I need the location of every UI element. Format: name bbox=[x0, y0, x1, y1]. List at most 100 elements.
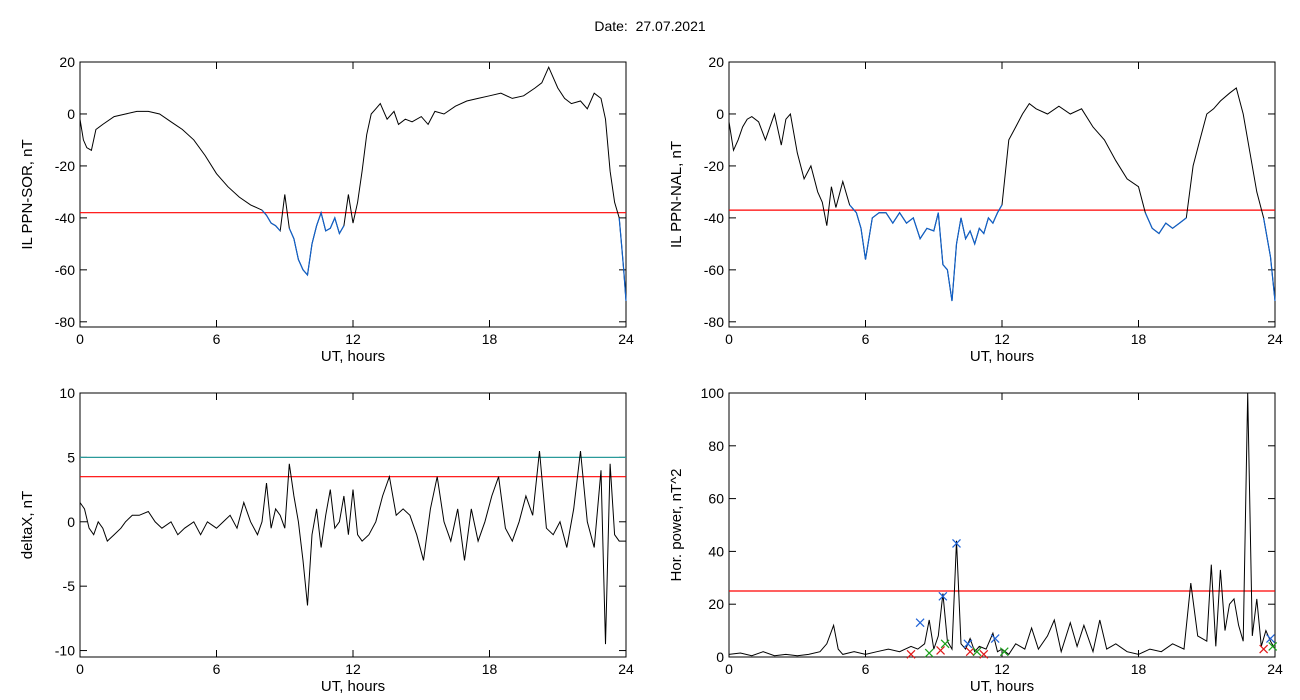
plot-frame bbox=[79, 61, 627, 328]
x-tick-label: 24 bbox=[1267, 331, 1283, 347]
peak-marker bbox=[940, 639, 950, 649]
y-tick-label: -5 bbox=[63, 578, 76, 594]
chart-nal: 0 6 12 18 24 20 0 -20 -40 -60 -80 UT, hours IL PPN-N… bbox=[668, 54, 1283, 365]
series-below-threshold bbox=[261, 209, 281, 232]
x-tick-label: 24 bbox=[618, 331, 634, 347]
x-tick-label: 18 bbox=[482, 661, 498, 677]
y-tick-label: 100 bbox=[701, 385, 725, 401]
x-axis-label: UT, hours bbox=[321, 678, 385, 695]
y-axis-label: IL PPN-SOR, nT bbox=[19, 139, 36, 249]
chart-power: 0 6 12 18 24 100 80 60 40 20 0 UT, hours Hor. power,… bbox=[668, 385, 1283, 695]
y-tick-label: -20 bbox=[55, 158, 75, 174]
x-tick-label: 0 bbox=[725, 661, 733, 677]
y-axis-label: deltaX, nT bbox=[19, 491, 36, 559]
peak-marker-stroke bbox=[990, 634, 1000, 643]
series-line bbox=[728, 87, 1276, 302]
y-tick-label: 0 bbox=[67, 106, 75, 122]
y-tick-label: 20 bbox=[708, 596, 724, 612]
series-below-threshold bbox=[1263, 217, 1276, 302]
peak-marker bbox=[990, 634, 1000, 643]
peak-marker bbox=[1268, 642, 1278, 651]
series-line bbox=[79, 450, 626, 645]
series-below-threshold bbox=[1144, 212, 1187, 235]
y-tick-label: 20 bbox=[59, 54, 75, 70]
peak-marker bbox=[999, 647, 1009, 657]
peak-marker-stroke bbox=[915, 618, 925, 628]
y-tick-label: 5 bbox=[67, 449, 75, 465]
y-tick-label: 0 bbox=[716, 649, 724, 665]
y-tick-label: -80 bbox=[55, 314, 75, 330]
y-axis-label: Hor. power, nT^2 bbox=[668, 469, 685, 582]
page-title: Date: 27.07.2021 bbox=[594, 18, 706, 34]
peak-marker-stroke bbox=[979, 649, 989, 659]
peak-marker bbox=[1259, 644, 1269, 654]
peak-marker-stroke bbox=[972, 647, 982, 657]
chart-deltax: 0 6 12 18 24 10 5 0 -5 -10 UT, hours deltaX, nT bbox=[19, 385, 634, 695]
peak-marker-stroke bbox=[936, 645, 945, 655]
x-tick-label: 6 bbox=[213, 331, 221, 347]
peak-marker bbox=[963, 639, 973, 649]
y-tick-label: -60 bbox=[704, 262, 724, 278]
series-line bbox=[79, 65, 627, 302]
x-tick-label: 18 bbox=[482, 331, 498, 347]
y-tick-label: 0 bbox=[716, 106, 724, 122]
x-tick-label: 0 bbox=[76, 331, 84, 347]
x-tick-label: 18 bbox=[1131, 661, 1147, 677]
y-tick-label: 40 bbox=[708, 543, 724, 559]
y-tick-label: 0 bbox=[67, 514, 75, 530]
peak-marker-stroke bbox=[999, 647, 1009, 657]
peak-marker-stroke bbox=[952, 539, 961, 548]
chart-sor: 0 6 12 18 24 20 0 -20 -40 -60 -80 UT, hours IL PPN-S… bbox=[19, 54, 634, 365]
x-axis-label: UT, hours bbox=[970, 678, 1034, 695]
peak-marker bbox=[952, 539, 961, 548]
peak-marker-stroke bbox=[1268, 642, 1278, 651]
series-below-threshold bbox=[849, 204, 1003, 302]
x-tick-label: 24 bbox=[1267, 661, 1283, 677]
x-tick-label: 12 bbox=[994, 661, 1010, 677]
x-axis-label: UT, hours bbox=[321, 348, 385, 365]
x-tick-label: 18 bbox=[1131, 331, 1147, 347]
peak-marker-stroke bbox=[940, 639, 950, 649]
y-axis-label: IL PPN-NAL, nT bbox=[668, 141, 685, 248]
x-tick-label: 6 bbox=[862, 661, 870, 677]
peak-marker-stroke bbox=[906, 649, 916, 659]
x-axis-label: UT, hours bbox=[970, 348, 1034, 365]
x-tick-label: 12 bbox=[994, 331, 1010, 347]
peak-marker bbox=[924, 648, 934, 658]
plot-frame bbox=[728, 61, 1276, 328]
y-tick-label: -20 bbox=[704, 158, 724, 174]
series-below-threshold bbox=[618, 217, 627, 302]
peak-marker bbox=[915, 618, 925, 628]
x-tick-label: 6 bbox=[213, 661, 221, 677]
y-tick-label: -40 bbox=[704, 210, 724, 226]
peak-marker-stroke bbox=[938, 591, 948, 601]
peak-marker bbox=[972, 647, 982, 657]
peak-marker bbox=[1266, 634, 1275, 643]
plot-frame bbox=[79, 392, 627, 658]
series-below-threshold bbox=[288, 210, 345, 277]
x-tick-label: 0 bbox=[725, 331, 733, 347]
peak-marker bbox=[965, 647, 975, 657]
y-tick-label: -80 bbox=[704, 314, 724, 330]
x-tick-label: 12 bbox=[345, 331, 361, 347]
peak-marker bbox=[938, 591, 948, 601]
y-tick-label: -40 bbox=[55, 210, 75, 226]
x-tick-label: 12 bbox=[345, 661, 361, 677]
peak-marker bbox=[979, 649, 989, 659]
y-tick-label: -10 bbox=[55, 643, 75, 659]
peak-marker bbox=[906, 649, 916, 659]
y-tick-label: 20 bbox=[708, 54, 724, 70]
plot-frame bbox=[728, 392, 1276, 658]
peak-marker-stroke bbox=[1259, 644, 1269, 654]
x-tick-label: 24 bbox=[618, 661, 634, 677]
peak-marker-stroke bbox=[965, 647, 975, 657]
y-tick-label: 80 bbox=[708, 438, 724, 454]
y-tick-label: 60 bbox=[708, 491, 724, 507]
y-tick-label: 10 bbox=[59, 385, 75, 401]
peak-marker-stroke bbox=[1266, 634, 1275, 643]
x-tick-label: 0 bbox=[76, 661, 84, 677]
peak-marker-stroke bbox=[924, 648, 934, 658]
y-tick-label: -60 bbox=[55, 262, 75, 278]
series-line bbox=[728, 392, 1276, 657]
